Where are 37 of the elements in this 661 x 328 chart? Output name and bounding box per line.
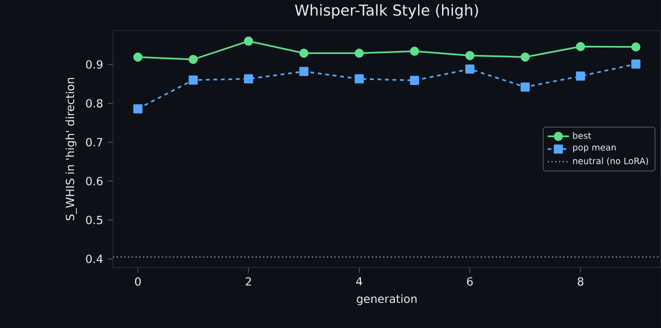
point — [465, 50, 474, 60]
legend-label: best — [573, 132, 592, 139]
point — [465, 64, 474, 74]
point — [299, 66, 308, 76]
point — [410, 76, 420, 85]
x-tick-label: 0 — [135, 277, 141, 286]
y-tick-label: 0.5 — [86, 216, 102, 224]
x-tick-label: 4 — [356, 277, 362, 286]
point — [354, 48, 364, 58]
x-axis-title: generation — [356, 294, 417, 306]
point — [188, 75, 198, 85]
x-tick-label: 8 — [578, 277, 584, 286]
x-tick-label: 6 — [467, 277, 473, 286]
y-tick-label: 0.9 — [86, 60, 102, 69]
legend-label: pop mean — [573, 146, 616, 152]
point — [410, 46, 420, 56]
chart-title: Whisper-Talk Style (high) — [294, 4, 478, 19]
point — [520, 82, 530, 92]
y-tick-label: 0.8 — [86, 99, 102, 108]
point — [576, 42, 586, 52]
y-axis-title: S_WHIS in 'high' direction — [66, 78, 77, 220]
point — [631, 42, 640, 52]
point — [188, 54, 198, 64]
point — [576, 72, 586, 81]
y-tick-label: 0.7 — [86, 138, 102, 146]
point — [244, 74, 254, 84]
point — [244, 36, 254, 46]
point — [354, 74, 364, 84]
point — [299, 48, 308, 58]
point — [520, 52, 530, 62]
point — [133, 104, 142, 114]
y-tick-label: 0.4 — [86, 254, 103, 264]
point — [631, 59, 640, 69]
legend-label: neutral (no LoRA) — [573, 157, 648, 166]
y-tick-label: 0.6 — [86, 176, 103, 186]
x-tick-label: 2 — [246, 277, 252, 286]
point — [133, 52, 142, 62]
